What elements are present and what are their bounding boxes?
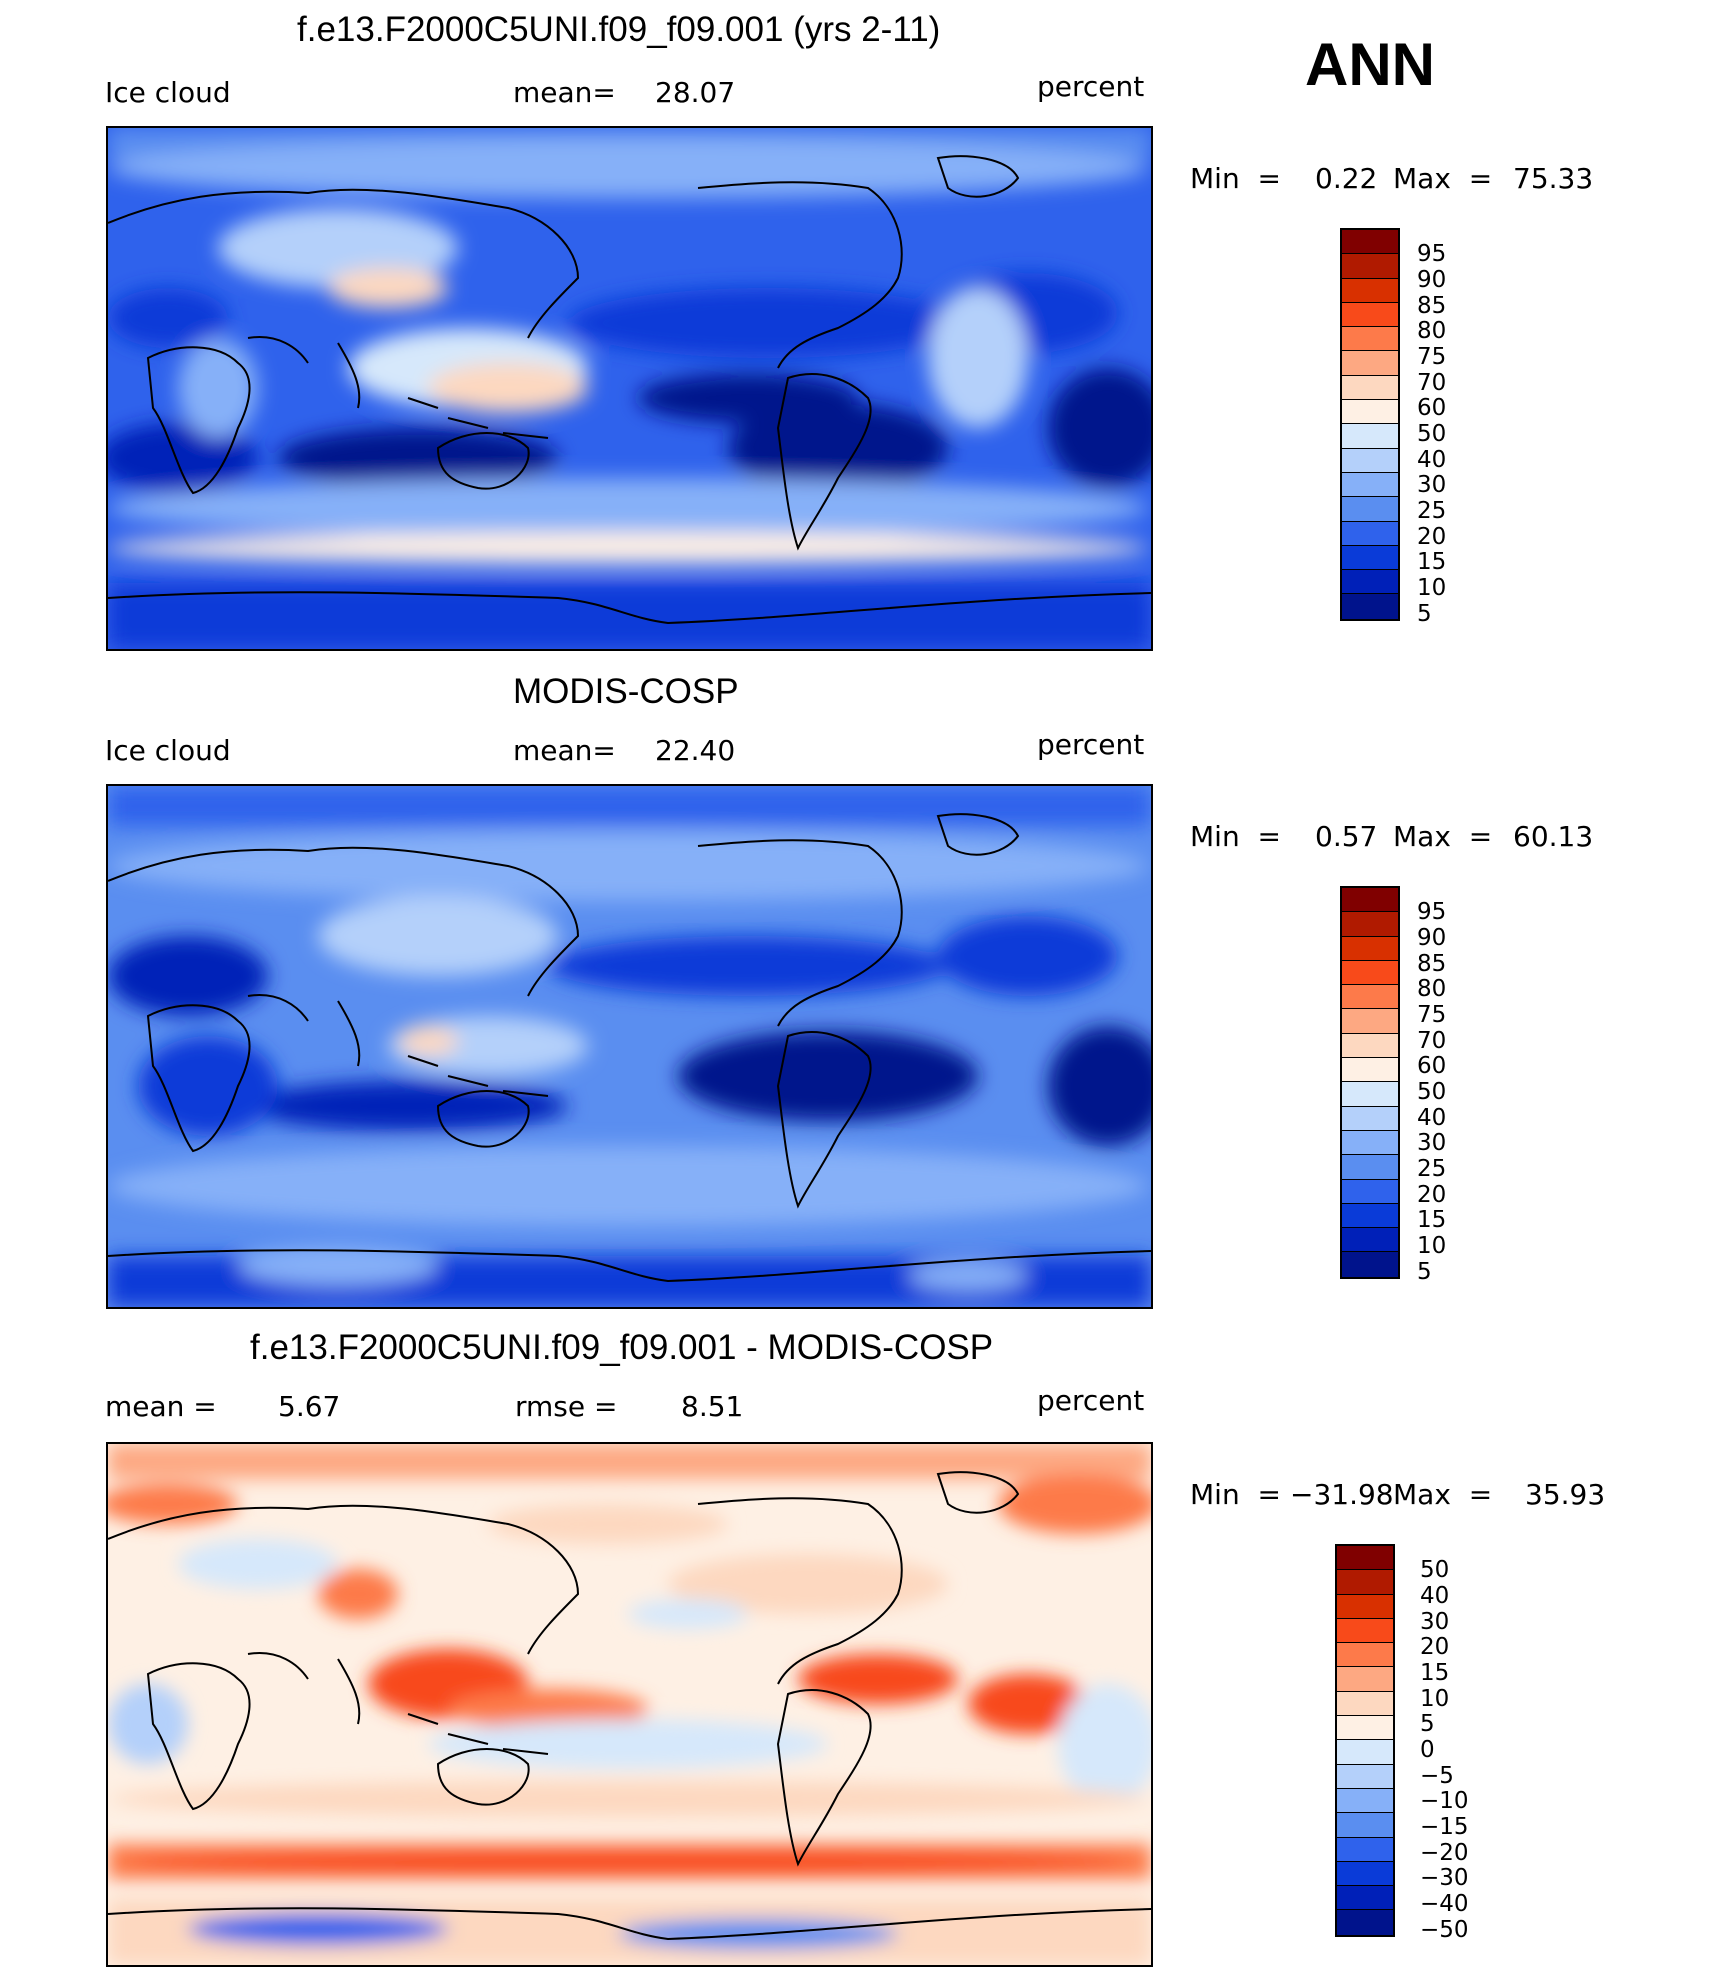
panel3-map-field: [108, 1444, 1151, 1965]
panel1-tick: 25: [1417, 498, 1447, 524]
panel1-map-field: [108, 128, 1151, 649]
panel1-units: percent: [1037, 70, 1145, 103]
panel3-tick: 50: [1420, 1557, 1450, 1583]
panel1-tick: 40: [1417, 447, 1447, 473]
panel3-units: percent: [1037, 1384, 1145, 1417]
panel2-tick: 85: [1417, 951, 1447, 977]
panel3-tick: −15: [1420, 1814, 1469, 1840]
panel1-min-value: 0.22: [1315, 162, 1378, 195]
panel2-tick: 95: [1417, 899, 1447, 925]
panel3-tick: 40: [1420, 1583, 1450, 1609]
panel1-mean-value: 28.07: [655, 76, 736, 109]
panel3-tick: 5: [1420, 1711, 1435, 1737]
panel2-map-field: [108, 786, 1151, 1307]
panel1-tick: 30: [1417, 472, 1447, 498]
panel2-tick: 15: [1417, 1207, 1447, 1233]
panel2-tick: 5: [1417, 1259, 1432, 1285]
panel2-tick: 20: [1417, 1182, 1447, 1208]
panel3-max-value: 35.93: [1525, 1478, 1606, 1511]
panel3-map: [106, 1442, 1153, 1967]
panel1-tick: 90: [1417, 267, 1447, 293]
panel2-tick: 75: [1417, 1002, 1447, 1028]
panel1-max-label: Max =: [1393, 162, 1493, 195]
panel2-colorbar: [1340, 886, 1400, 1279]
panel2-tick: 40: [1417, 1105, 1447, 1131]
panel3-tick: −5: [1420, 1763, 1454, 1789]
panel1-max-value: 75.33: [1513, 162, 1594, 195]
season-label: ANN: [1305, 31, 1435, 98]
panel3-tick: −50: [1420, 1917, 1469, 1943]
panel2-min-label: Min =: [1190, 820, 1281, 853]
panel2-tick: 30: [1417, 1130, 1447, 1156]
panel3-tick: −10: [1420, 1788, 1469, 1814]
panel2-tick: 60: [1417, 1053, 1447, 1079]
panel2-tick: 80: [1417, 976, 1447, 1002]
panel3-colorbar: [1335, 1544, 1395, 1937]
panel3-tick: −20: [1420, 1840, 1469, 1866]
panel2-units: percent: [1037, 728, 1145, 761]
panel3-tick: −30: [1420, 1865, 1469, 1891]
panel1-tick: 5: [1417, 601, 1432, 627]
panel2-map: [106, 784, 1153, 1309]
panel3-tick: 15: [1420, 1660, 1450, 1686]
panel1-map: [106, 126, 1153, 651]
panel3-tick: 30: [1420, 1609, 1450, 1635]
panel1-tick: 60: [1417, 395, 1447, 421]
panel3-min-label: Min =: [1190, 1478, 1281, 1511]
panel2-min-value: 0.57: [1315, 820, 1378, 853]
panel2-tick: 25: [1417, 1156, 1447, 1182]
panel1-title: f.e13.F2000C5UNI.f09_f09.001 (yrs 2-11): [297, 10, 941, 49]
panel3-mean-label: mean =: [105, 1390, 217, 1423]
panel1-tick: 70: [1417, 370, 1447, 396]
panel3-tick: 20: [1420, 1634, 1450, 1660]
panel1-tick: 80: [1417, 318, 1447, 344]
panel1-tick: 95: [1417, 241, 1447, 267]
panel3-rmse-value: 8.51: [681, 1390, 744, 1423]
panel1-tick: 15: [1417, 549, 1447, 575]
panel2-mean-label: mean=: [513, 734, 616, 767]
panel3-rmse-label: rmse =: [515, 1390, 618, 1423]
panel1-variable-label: Ice cloud: [105, 76, 231, 109]
panel2-tick: 90: [1417, 925, 1447, 951]
panel3-mean-value: 5.67: [278, 1390, 341, 1423]
panel1-mean-label: mean=: [513, 76, 616, 109]
panel3-max-label: Max =: [1393, 1478, 1493, 1511]
panel1-tick: 10: [1417, 575, 1447, 601]
panel2-variable-label: Ice cloud: [105, 734, 231, 767]
panel1-tick: 50: [1417, 421, 1447, 447]
panel3-min-value: −31.98: [1290, 1478, 1394, 1511]
panel2-mean-value: 22.40: [655, 734, 736, 767]
panel2-max-label: Max =: [1393, 820, 1493, 853]
panel3-tick: 0: [1420, 1737, 1435, 1763]
panel2-tick: 50: [1417, 1079, 1447, 1105]
panel1-min-label: Min =: [1190, 162, 1281, 195]
panel1-tick: 85: [1417, 293, 1447, 319]
panel2-max-value: 60.13: [1513, 820, 1594, 853]
panel3-tick: 10: [1420, 1686, 1450, 1712]
panel2-tick: 70: [1417, 1028, 1447, 1054]
panel1-tick: 75: [1417, 344, 1447, 370]
panel2-title: MODIS-COSP: [513, 672, 739, 711]
panel1-tick: 20: [1417, 524, 1447, 550]
panel2-tick: 10: [1417, 1233, 1447, 1259]
panel1-colorbar: [1340, 228, 1400, 621]
panel3-tick: −40: [1420, 1891, 1469, 1917]
panel3-title: f.e13.F2000C5UNI.f09_f09.001 - MODIS-COS…: [250, 1328, 994, 1367]
